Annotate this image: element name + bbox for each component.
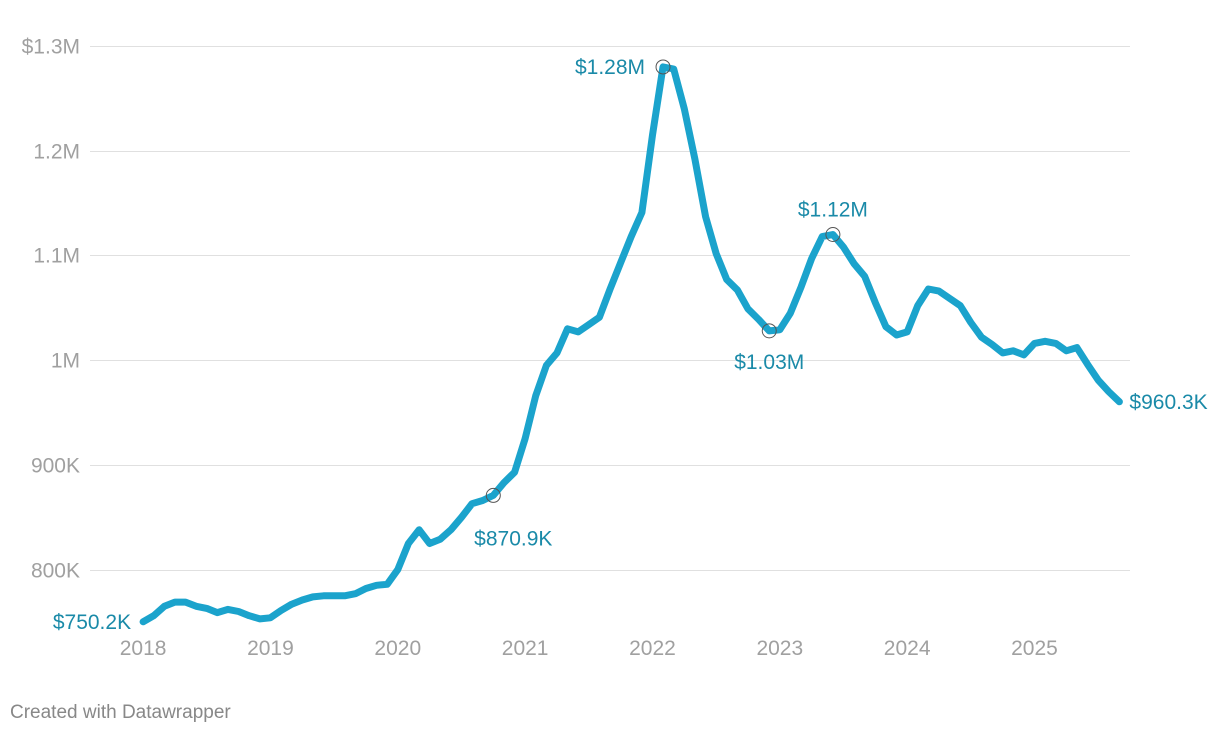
y-tick-label-0: 800K	[31, 560, 80, 583]
x-tick-label-4: 2022	[629, 637, 676, 660]
series-line-0	[139, 63, 1123, 626]
series-lines	[139, 63, 1123, 626]
y-tick-label-5: $1.3M	[22, 36, 80, 59]
y-tick-label-1: 900K	[31, 455, 80, 478]
x-tick-label-6: 2024	[884, 637, 931, 660]
x-tick-label-5: 2023	[756, 637, 803, 660]
y-tick-label-2: 1M	[51, 350, 80, 373]
highlight-marker-2	[655, 59, 671, 75]
y-tick-label-4: 1.2M	[33, 141, 80, 164]
data-label-3: $1.03M	[734, 351, 804, 374]
data-label-2: $1.28M	[575, 56, 645, 79]
y-axis-tick-labels: 800K 900K 1M 1.1M 1.2M $1.3M	[22, 36, 80, 583]
data-label-4: $1.12M	[798, 199, 868, 222]
gridlines	[90, 46, 1130, 571]
highlight-marker-3	[761, 323, 777, 339]
x-axis-tick-labels: 2018 2019 2020 2021 2022 2023 2024 2025	[120, 637, 1058, 660]
x-tick-label-1: 2019	[247, 637, 294, 660]
x-tick-label-7: 2025	[1011, 637, 1058, 660]
data-label-0: $750.2K	[53, 611, 131, 634]
x-tick-label-0: 2018	[120, 637, 167, 660]
highlight-markers	[485, 59, 841, 503]
highlight-marker-4	[825, 227, 841, 243]
data-label-5: $960.3K	[1129, 391, 1207, 414]
data-label-1: $870.9K	[474, 527, 552, 550]
highlight-marker-1	[485, 487, 501, 503]
chart-credit: Created with Datawrapper	[10, 702, 231, 723]
x-tick-label-2: 2020	[374, 637, 421, 660]
x-tick-label-3: 2021	[502, 637, 549, 660]
y-tick-label-3: 1.1M	[33, 245, 80, 268]
data-labels: $750.2K $870.9K $1.28M $1.03M $1.12M $960.3K	[53, 56, 1208, 634]
